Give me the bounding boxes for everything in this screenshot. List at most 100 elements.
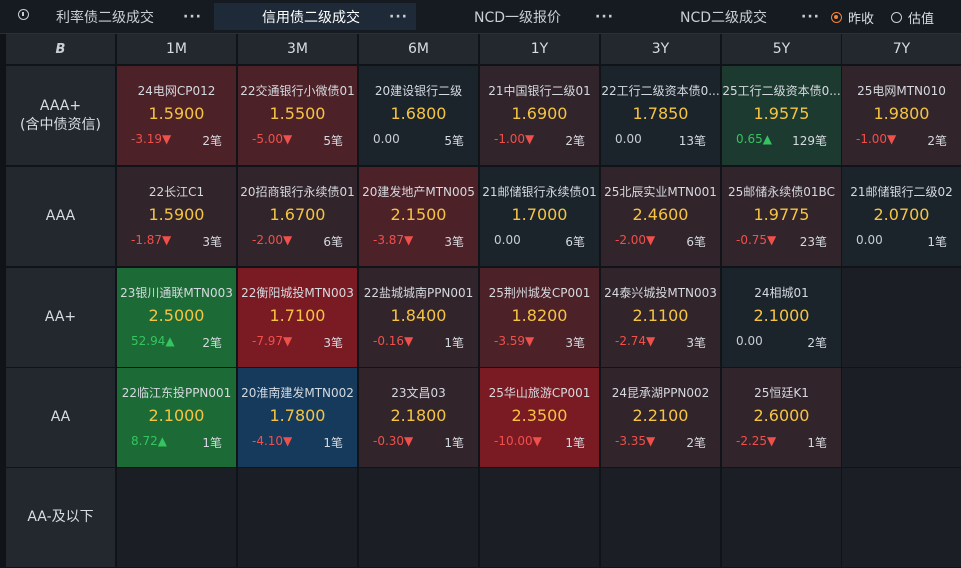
- info-icon[interactable]: [18, 9, 29, 20]
- bond-cell[interactable]: 23银川通联MTN003 2.5000 52.94▲ 2笔: [117, 268, 236, 367]
- bond-name: 20建发地产MTN005: [362, 185, 475, 199]
- bond-yield: 1.5900: [148, 205, 205, 224]
- bond-cell[interactable]: 21中国银行二级01 1.6900 -1.00▼ 2笔: [480, 66, 599, 165]
- bond-cell[interactable]: 21邮储银行永续债01 1.7000 0.00 6笔: [480, 167, 599, 266]
- tab-ncd-secondary[interactable]: NCD二级成交 ···: [626, 3, 822, 30]
- bond-name: 25荆州城发CP001: [488, 286, 591, 300]
- bp-change: -0.30▼: [373, 434, 414, 448]
- bond-yield: 2.6000: [753, 406, 810, 425]
- bond-yield: 1.7800: [269, 406, 326, 425]
- empty-cell: [842, 268, 961, 367]
- column-header[interactable]: 1M: [117, 34, 236, 64]
- bond-cell[interactable]: 25电网MTN010 1.9800 -1.00▼ 2笔: [842, 66, 961, 165]
- bond-name: 25电网MTN010: [857, 84, 946, 98]
- trade-count: 129笔: [792, 134, 827, 148]
- radio-unchecked-icon[interactable]: [891, 12, 902, 23]
- bond-name: 21中国银行二级01: [488, 84, 591, 98]
- bond-yield: 1.6700: [269, 205, 326, 224]
- more-icon[interactable]: ···: [801, 8, 820, 25]
- column-header[interactable]: 6M: [359, 34, 478, 64]
- more-icon[interactable]: ···: [183, 8, 202, 25]
- bond-cell[interactable]: 25北辰实业MTN001 2.4600 -2.00▼ 6笔: [601, 167, 720, 266]
- column-header[interactable]: 3Y: [601, 34, 720, 64]
- bond-yield: 2.2100: [632, 406, 689, 425]
- column-header[interactable]: 3M: [238, 34, 357, 64]
- trade-count: 6笔: [686, 235, 706, 249]
- more-icon[interactable]: ···: [389, 8, 408, 25]
- tab-label: NCD二级成交: [680, 9, 768, 26]
- bond-name: 25工行二级资本债0...: [722, 84, 841, 98]
- bond-name: 25北辰实业MTN001: [604, 185, 717, 199]
- bond-cell[interactable]: 20建发地产MTN005 2.1500 -3.87▼ 3笔: [359, 167, 478, 266]
- bond-cell[interactable]: 25工行二级资本债0... 1.9575 0.65▲ 129笔: [722, 66, 841, 165]
- bond-name: 22临江东投PPN001: [121, 386, 232, 400]
- trade-count: 2笔: [202, 336, 222, 350]
- bond-cell[interactable]: 24昆承湖PPN002 2.2100 -3.35▼ 2笔: [601, 368, 720, 467]
- bond-yield: 1.8200: [511, 306, 568, 325]
- tab-rate-bond-secondary[interactable]: 利率债二级成交 ···: [40, 3, 210, 30]
- trade-count: 5笔: [323, 134, 343, 148]
- trade-count: 3笔: [686, 336, 706, 350]
- bp-change: 52.94▲: [131, 334, 175, 348]
- bond-yield: 2.1000: [753, 306, 810, 325]
- bp-change: 0.00: [373, 132, 400, 146]
- bond-cell[interactable]: 20建设银行二级 1.6800 0.00 5笔: [359, 66, 478, 165]
- bond-cell[interactable]: 25荆州城发CP001 1.8200 -3.59▼ 3笔: [480, 268, 599, 367]
- bond-cell[interactable]: 20招商银行永续债01 1.6700 -2.00▼ 6笔: [238, 167, 357, 266]
- bond-cell[interactable]: 22长江C1 1.5900 -1.87▼ 3笔: [117, 167, 236, 266]
- bond-cell[interactable]: 23文昌03 2.1800 -0.30▼ 1笔: [359, 368, 478, 467]
- bp-change: -3.59▼: [494, 334, 535, 348]
- bond-yield: 1.8400: [390, 306, 447, 325]
- bp-change: -2.25▼: [736, 434, 777, 448]
- bond-yield: 1.5900: [148, 104, 205, 123]
- radio-prev-close[interactable]: 昨收: [831, 8, 874, 27]
- bond-cell[interactable]: 24相城01 2.1000 0.00 2笔: [722, 268, 841, 367]
- trade-count: 3笔: [565, 336, 585, 350]
- bond-cell[interactable]: 24电网CP012 1.5900 -3.19▼ 2笔: [117, 66, 236, 165]
- bond-name: 20建设银行二级: [374, 84, 463, 98]
- trade-count: 1笔: [927, 235, 947, 249]
- bond-name: 22工行二级资本债0...: [601, 84, 720, 98]
- bond-cell[interactable]: 25华山旅游CP001 2.3500 -10.00▼ 1笔: [480, 368, 599, 467]
- tab-ncd-primary-quote[interactable]: NCD一级报价 ···: [420, 3, 620, 30]
- bond-yield: 1.7000: [511, 205, 568, 224]
- bond-cell[interactable]: 25恒廷K1 2.6000 -2.25▼ 1笔: [722, 368, 841, 467]
- bond-name: 25恒廷K1: [754, 386, 809, 400]
- empty-cell: [238, 468, 357, 567]
- bond-name: 25华山旅游CP001: [488, 386, 591, 400]
- column-header[interactable]: 5Y: [722, 34, 841, 64]
- bond-cell[interactable]: 22交通银行小微债01 1.5500 -5.00▼ 5笔: [238, 66, 357, 165]
- bp-change: 0.00: [615, 132, 642, 146]
- trade-count: 3笔: [202, 235, 222, 249]
- bond-cell[interactable]: 25邮储永续债01BC 1.9775 -0.75▼ 23笔: [722, 167, 841, 266]
- more-icon[interactable]: ···: [595, 8, 614, 25]
- trade-count: 13笔: [678, 134, 706, 148]
- bond-cell[interactable]: 21邮储银行二级02 2.0700 0.00 1笔: [842, 167, 961, 266]
- trade-count: 1笔: [202, 436, 222, 450]
- trade-count: 23笔: [799, 235, 827, 249]
- bond-cell[interactable]: 22工行二级资本债0... 1.7850 0.00 13笔: [601, 66, 720, 165]
- column-header[interactable]: 7Y: [842, 34, 961, 64]
- bp-change: -1.87▼: [131, 233, 172, 247]
- bp-change: -10.00▼: [494, 434, 542, 448]
- tab-credit-bond-secondary[interactable]: 信用债二级成交 ···: [214, 3, 416, 30]
- bond-cell[interactable]: 20淮南建发MTN002 1.7800 -4.10▼ 1笔: [238, 368, 357, 467]
- bond-cell[interactable]: 22衡阳城投MTN003 1.7100 -7.97▼ 3笔: [238, 268, 357, 367]
- radio-checked-icon[interactable]: [831, 12, 842, 23]
- radio-valuation[interactable]: 估值: [891, 8, 934, 27]
- bond-cell[interactable]: 22临江东投PPN001 2.1000 8.72▲ 1笔: [117, 368, 236, 467]
- tab-label: 信用债二级成交: [262, 9, 360, 26]
- bp-change: -0.75▼: [736, 233, 777, 247]
- trade-count: 2笔: [686, 436, 706, 450]
- bp-change: -1.00▼: [856, 132, 897, 146]
- bond-cell[interactable]: 22盐城城南PPN001 1.8400 -0.16▼ 1笔: [359, 268, 478, 367]
- trade-count: 6笔: [565, 235, 585, 249]
- bond-yield: 2.1000: [148, 406, 205, 425]
- row-label: AA: [50, 409, 71, 425]
- column-header[interactable]: 1Y: [480, 34, 599, 64]
- tab-label: NCD一级报价: [474, 9, 562, 26]
- bond-name: 20淮南建发MTN002: [241, 386, 354, 400]
- bond-yield: 1.6800: [390, 104, 447, 123]
- bond-cell[interactable]: 24泰兴城投MTN003 2.1100 -2.74▼ 3笔: [601, 268, 720, 367]
- bond-yield: 1.9800: [873, 104, 930, 123]
